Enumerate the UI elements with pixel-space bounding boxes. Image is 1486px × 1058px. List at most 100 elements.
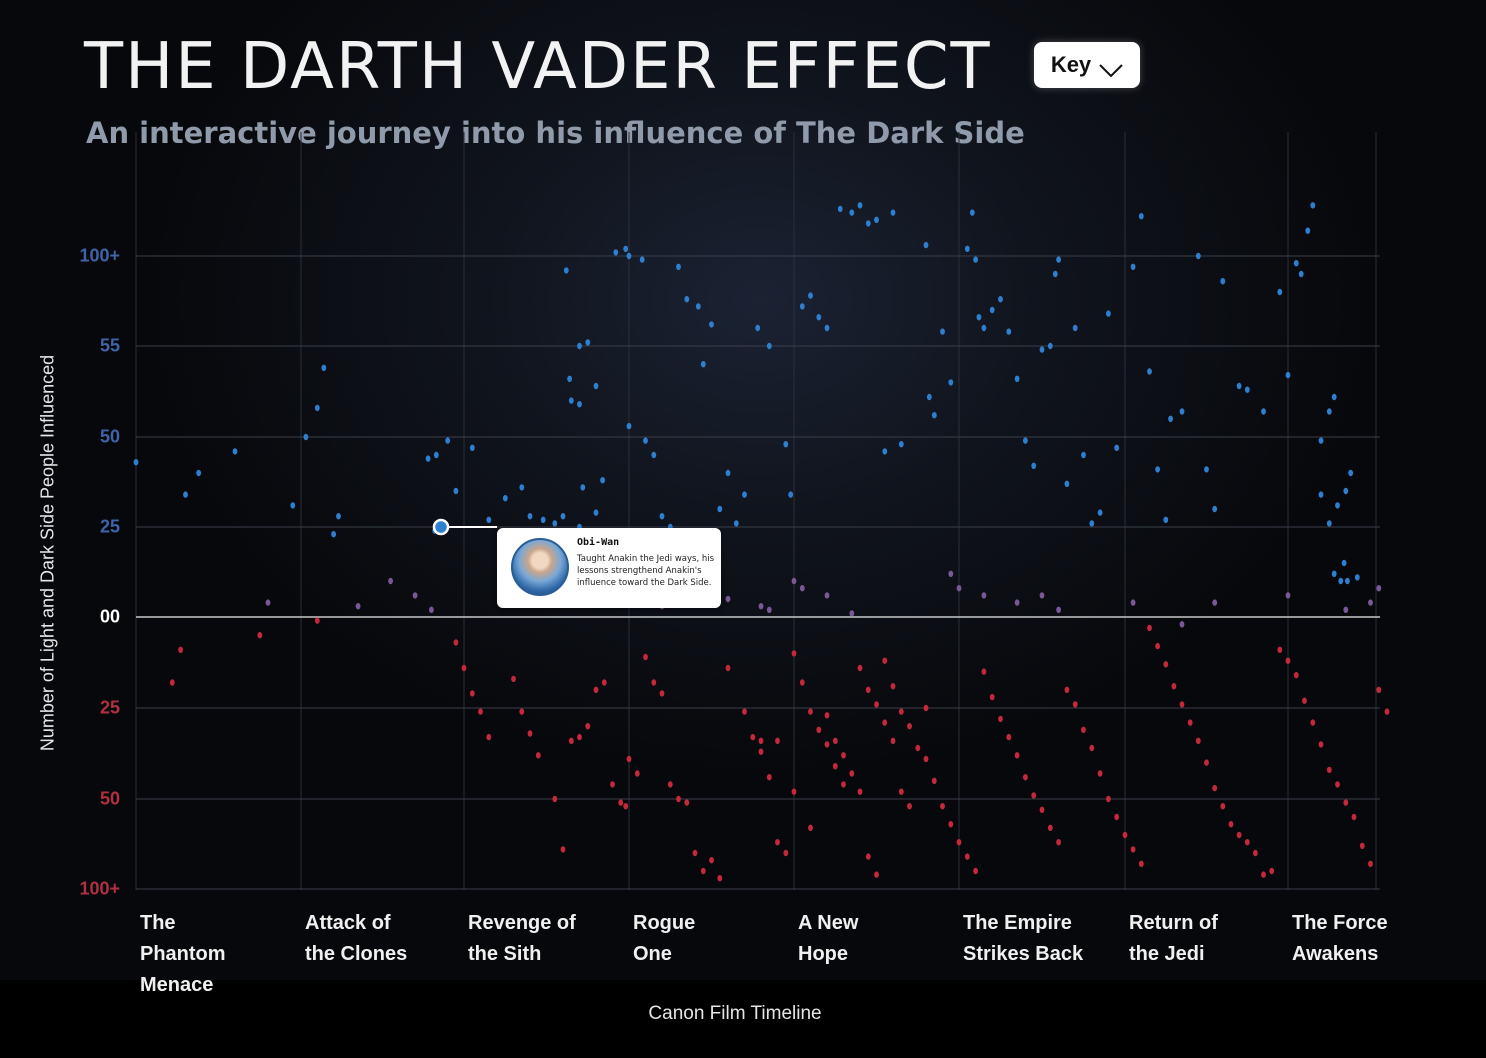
data-point-light-side: [874, 216, 879, 223]
data-point-light-side: [540, 516, 546, 523]
data-point-dark-side: [898, 708, 904, 715]
data-point-dark-side: [882, 657, 888, 664]
data-point-dark-side: [998, 715, 1003, 723]
data-point-dark-side: [169, 679, 175, 686]
data-point-neutral: [1039, 592, 1045, 599]
x-category-label[interactable]: Revenge of the Sith: [468, 908, 618, 970]
data-point-light-side: [433, 451, 439, 459]
data-point-dark-side: [314, 617, 320, 624]
data-point-dark-side: [758, 748, 764, 755]
data-point-neutral: [1212, 599, 1218, 606]
data-point-dark-side: [1335, 781, 1340, 788]
data-point-light-side: [1236, 382, 1242, 390]
data-point-light-side: [314, 404, 320, 412]
y-tick-label: 00: [99, 606, 120, 627]
y-tick-label: 50: [99, 788, 120, 809]
data-point-dark-side: [1064, 686, 1070, 693]
data-point-light-side: [676, 263, 681, 270]
data-point-light-side: [133, 459, 139, 466]
data-point-dark-side: [907, 723, 912, 730]
data-point-light-side: [1114, 444, 1120, 451]
data-point-light-side: [684, 296, 690, 303]
data-point-dark-side: [593, 686, 599, 693]
data-point-light-side: [1014, 375, 1020, 382]
data-point-dark-side: [775, 737, 780, 744]
data-point-dark-side: [1047, 824, 1053, 831]
data-point-dark-side: [791, 788, 797, 795]
data-point-neutral: [1014, 599, 1020, 606]
data-point-neutral: [355, 603, 361, 610]
data-point-light-side: [1064, 480, 1070, 487]
data-point-dark-side: [634, 770, 640, 777]
x-category-label-line: the Sith: [468, 943, 542, 965]
x-category-label-line: Phantom: [140, 943, 226, 965]
data-point-neutral: [791, 577, 797, 585]
data-point-light-side: [1168, 415, 1173, 422]
x-category-label[interactable]: Attack of the Clones: [305, 908, 455, 970]
chart-grid: [135, 132, 1380, 890]
x-category-label-line: Attack of: [305, 912, 391, 934]
data-point-light-side: [742, 491, 747, 498]
data-point-light-side: [948, 379, 954, 386]
x-category-label[interactable]: The Phantom Menace: [140, 908, 290, 1001]
data-point-dark-side: [742, 708, 747, 715]
data-point-dark-side: [1163, 661, 1169, 668]
x-category-label[interactable]: The Empire Strikes Back: [963, 908, 1113, 970]
x-category-label[interactable]: The Force Awakens: [1292, 908, 1442, 970]
data-point-light-side: [695, 303, 701, 310]
key-dropdown-button[interactable]: Key: [1034, 42, 1140, 88]
data-point-light-side: [563, 267, 569, 274]
data-point-light-side: [1338, 577, 1344, 585]
data-point-dark-side: [1326, 766, 1332, 774]
data-point-light-side: [626, 252, 632, 260]
data-point-dark-side: [808, 708, 813, 715]
data-point-light-side: [709, 321, 714, 328]
data-point-dark-side: [1343, 799, 1349, 806]
data-point-neutral: [766, 606, 772, 613]
data-point-dark-side: [643, 653, 648, 661]
data-point-light-side: [593, 382, 599, 390]
data-point-dark-side: [1138, 860, 1144, 867]
data-point-dark-side: [824, 741, 830, 748]
data-point-light-side: [700, 361, 706, 368]
data-point-light-side: [890, 209, 896, 216]
data-point-dark-side: [750, 733, 756, 741]
data-point-dark-side: [1122, 831, 1128, 839]
x-category-label-line: Menace: [140, 974, 214, 996]
data-point-neutral: [1179, 621, 1185, 628]
data-point-dark-side: [511, 675, 516, 683]
data-point-light-side: [969, 209, 975, 216]
data-point-dark-side: [610, 781, 615, 788]
data-point-dark-side: [865, 853, 871, 860]
data-point-neutral: [265, 599, 271, 606]
data-point-dark-side: [519, 708, 525, 715]
y-axis-label-text: Number of Light and Dark Side People Inf…: [37, 354, 58, 752]
x-category-label[interactable]: Return of the Jedi: [1129, 908, 1279, 970]
data-point-light-side: [1244, 386, 1250, 393]
chart-background: [0, 0, 1486, 980]
data-point-light-side: [799, 303, 805, 310]
chart-points: [133, 202, 1390, 882]
x-category-label[interactable]: A New Hope: [798, 908, 948, 970]
x-category-label[interactable]: Rogue One: [633, 908, 783, 970]
data-point-light-side: [1056, 256, 1061, 263]
data-point-light-side: [1212, 505, 1218, 513]
data-point-neutral: [981, 592, 987, 599]
data-point-dark-side: [1056, 839, 1061, 846]
data-point-neutral: [799, 585, 805, 592]
data-point-dark-side: [461, 664, 467, 672]
data-point-light-side: [837, 205, 843, 213]
data-point-neutral: [1130, 599, 1136, 606]
data-point-light-side: [1047, 342, 1053, 350]
data-point-light-side: [1277, 288, 1283, 296]
data-point-light-side: [1335, 502, 1340, 509]
data-point-dark-side: [857, 664, 863, 672]
data-point-light-side: [593, 509, 599, 516]
data-point-neutral: [956, 585, 962, 592]
page-subtitle: An interactive journey into his influenc…: [86, 116, 1025, 150]
data-point-dark-side: [841, 752, 846, 759]
data-point-dark-side: [659, 690, 665, 697]
data-point-dark-side: [1171, 683, 1177, 690]
data-point-light-side: [1179, 408, 1185, 415]
data-point-dark-side: [890, 683, 896, 690]
